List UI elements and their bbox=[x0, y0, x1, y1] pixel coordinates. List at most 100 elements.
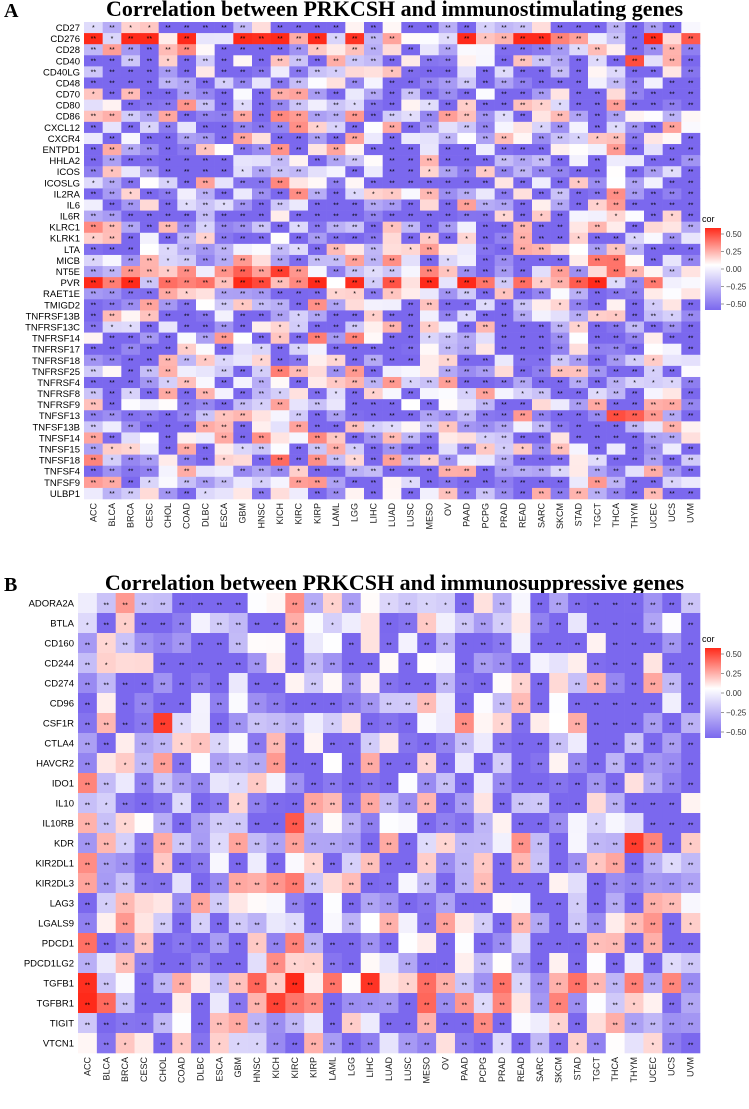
significance-mark: ** bbox=[91, 469, 97, 476]
heatmap-cell bbox=[140, 254, 159, 267]
significance-mark: ** bbox=[315, 158, 321, 165]
heatmap-cell bbox=[438, 121, 458, 134]
heatmap-cell bbox=[285, 693, 305, 714]
heatmap-cell bbox=[569, 432, 589, 444]
heatmap-cell bbox=[308, 132, 327, 145]
heatmap-cell bbox=[436, 633, 456, 654]
significance-mark: ** bbox=[85, 802, 91, 809]
heatmap-cell bbox=[172, 893, 192, 914]
significance-mark: ** bbox=[518, 762, 524, 769]
significance-mark: ** bbox=[109, 347, 115, 354]
heatmap-cell bbox=[326, 210, 346, 222]
significance-mark: ** bbox=[221, 247, 227, 254]
significance-mark: * bbox=[557, 1022, 560, 1029]
heatmap-cell bbox=[196, 66, 215, 78]
heatmap-cell bbox=[158, 121, 178, 134]
heatmap-cell bbox=[513, 465, 533, 478]
heatmap-cell bbox=[513, 332, 533, 344]
heatmap-cell bbox=[214, 410, 234, 422]
heatmap-cell bbox=[326, 99, 346, 112]
heatmap-cell bbox=[96, 613, 116, 634]
significance-mark: * bbox=[428, 169, 431, 176]
heatmap-cell bbox=[121, 332, 141, 344]
significance-mark: ** bbox=[443, 882, 449, 889]
significance-mark: * bbox=[148, 313, 151, 320]
significance-mark: ** bbox=[537, 602, 543, 609]
significance-mark: ** bbox=[221, 214, 227, 221]
heatmap-cell bbox=[588, 399, 607, 411]
legend-tick-label: −0.50 bbox=[726, 300, 747, 309]
heatmap-cell bbox=[214, 144, 234, 156]
heatmap-cell bbox=[549, 973, 569, 994]
significance-mark: ** bbox=[427, 380, 433, 387]
significance-mark: ** bbox=[296, 169, 302, 176]
heatmap-cell bbox=[84, 354, 103, 367]
significance-mark: ** bbox=[481, 982, 487, 989]
heatmap-cell bbox=[624, 673, 644, 694]
heatmap-cell bbox=[341, 993, 362, 1014]
significance-mark: * bbox=[260, 480, 263, 487]
significance-mark: ** bbox=[389, 92, 395, 99]
heatmap-cell bbox=[532, 77, 551, 89]
significance-mark: ** bbox=[557, 114, 563, 121]
heatmap-cell bbox=[214, 476, 234, 489]
heatmap-cell bbox=[569, 188, 589, 200]
heatmap-cell bbox=[341, 1013, 362, 1034]
heatmap-cell bbox=[252, 332, 271, 344]
significance-mark: ** bbox=[330, 1042, 336, 1049]
heatmap-cell bbox=[662, 99, 682, 112]
heatmap-cell bbox=[494, 77, 514, 89]
significance-mark: ** bbox=[371, 447, 377, 454]
heatmap-cell bbox=[586, 833, 607, 854]
heatmap-cell bbox=[605, 693, 625, 714]
significance-mark: ** bbox=[520, 469, 526, 476]
significance-mark: ** bbox=[235, 1002, 241, 1009]
y-tick-label: TNFRSF14 bbox=[32, 334, 80, 345]
significance-mark: * bbox=[501, 762, 504, 769]
x-tick-label: STAD bbox=[574, 503, 584, 527]
significance-mark: ** bbox=[462, 682, 468, 689]
significance-mark: ** bbox=[669, 413, 675, 420]
significance-mark: ** bbox=[371, 103, 377, 110]
heatmap-cell bbox=[266, 793, 286, 814]
heatmap-chart: ****************************************… bbox=[24, 593, 747, 1084]
significance-mark: ** bbox=[367, 822, 373, 829]
heatmap-cell bbox=[233, 121, 253, 134]
heatmap-cell bbox=[121, 299, 141, 311]
heatmap-cell bbox=[341, 893, 362, 914]
heatmap-cell bbox=[454, 1013, 475, 1034]
legend-tick-label: 0.50 bbox=[726, 650, 742, 659]
heatmap-cell bbox=[379, 913, 399, 934]
heatmap-cell bbox=[247, 633, 267, 654]
significance-mark: ** bbox=[483, 413, 489, 420]
significance-mark: ** bbox=[688, 258, 694, 265]
significance-mark: ** bbox=[520, 92, 526, 99]
significance-mark: ** bbox=[371, 369, 377, 376]
significance-mark: ** bbox=[539, 369, 545, 376]
significance-mark: * bbox=[596, 202, 599, 209]
significance-mark: ** bbox=[539, 225, 545, 232]
significance-mark: ** bbox=[405, 962, 411, 969]
significance-mark: ** bbox=[669, 369, 675, 376]
heatmap-cell bbox=[681, 288, 701, 300]
heatmap-cell bbox=[420, 221, 439, 234]
significance-mark: ** bbox=[333, 202, 339, 209]
significance-mark: ** bbox=[315, 402, 321, 409]
heatmap-cell bbox=[606, 77, 626, 89]
significance-mark: ** bbox=[333, 58, 339, 65]
significance-mark: ** bbox=[104, 682, 110, 689]
heatmap-cell bbox=[270, 121, 290, 134]
heatmap-cell bbox=[681, 613, 701, 634]
heatmap-cell bbox=[364, 166, 383, 178]
significance-mark: ** bbox=[254, 1002, 260, 1009]
significance-mark: ** bbox=[184, 47, 190, 54]
significance-mark: ** bbox=[501, 402, 507, 409]
significance-mark: ** bbox=[349, 642, 355, 649]
heatmap-cell bbox=[457, 332, 477, 344]
heatmap-cell bbox=[530, 613, 550, 634]
significance-mark: * bbox=[353, 191, 356, 198]
significance-mark: ** bbox=[594, 702, 600, 709]
significance-mark: * bbox=[425, 842, 428, 849]
heatmap-cell bbox=[191, 853, 211, 874]
heatmap-cell bbox=[550, 243, 570, 256]
